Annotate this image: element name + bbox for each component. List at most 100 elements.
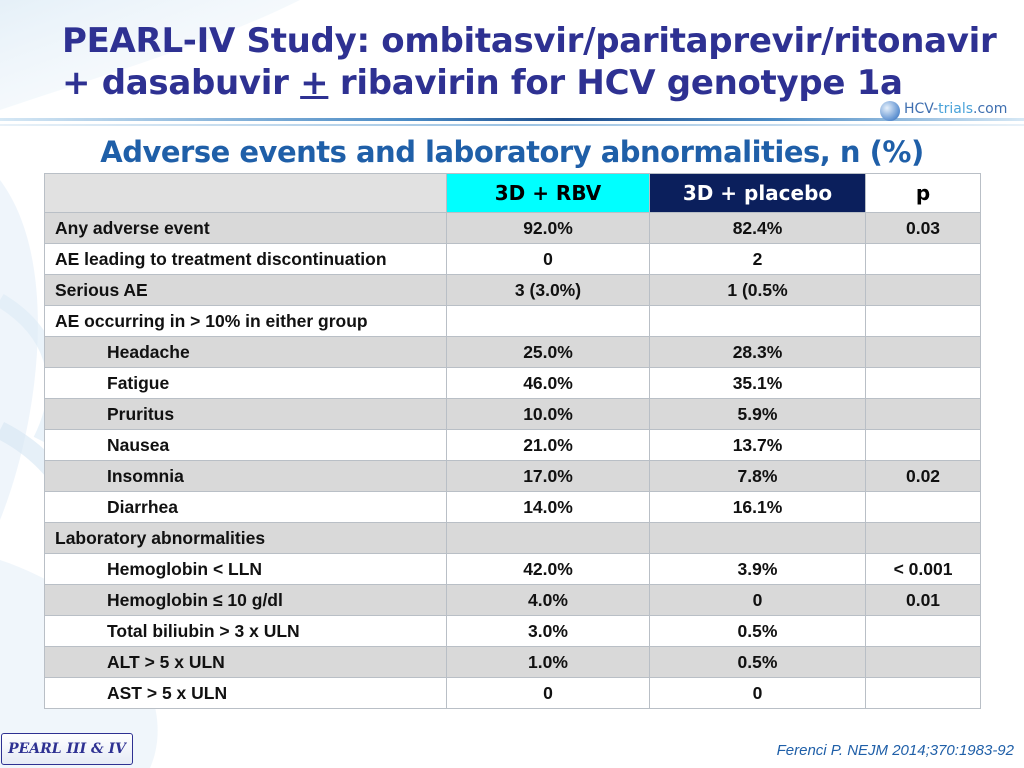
row-label: Nausea bbox=[44, 429, 447, 461]
slide-title: PEARL-IV Study: ombitasvir/paritaprevir/… bbox=[62, 20, 1002, 104]
table-row: Serious AE 3 (3.0%) 1 (0.5% bbox=[44, 274, 981, 306]
row-label: ALT > 5 x ULN bbox=[44, 646, 447, 678]
citation: Ferenci P. NEJM 2014;370:1983-92 bbox=[776, 742, 1014, 759]
cell-3d-placebo: 35.1% bbox=[649, 367, 866, 399]
title-line2-start: + dasabuvir bbox=[62, 63, 301, 103]
row-label: Laboratory abnormalities bbox=[44, 522, 447, 554]
row-label: AST > 5 x ULN bbox=[44, 677, 447, 709]
cell-p-value bbox=[865, 646, 981, 678]
row-label: Total biliubin > 3 x ULN bbox=[44, 615, 447, 647]
table-row: Hemoglobin ≤ 10 g/dl 4.0% 0 0.01 bbox=[44, 584, 981, 616]
cell-3d-rbv: 0 bbox=[446, 243, 650, 275]
table-row: AE occurring in > 10% in either group bbox=[44, 305, 981, 337]
cell-3d-rbv: 17.0% bbox=[446, 460, 650, 492]
cell-3d-placebo: 82.4% bbox=[649, 212, 866, 244]
table-row: Laboratory abnormalities bbox=[44, 522, 981, 554]
logo-text: HCV-trials.com bbox=[904, 101, 1008, 117]
cell-3d-placebo bbox=[649, 522, 866, 554]
table-row: Fatigue 46.0% 35.1% bbox=[44, 367, 981, 399]
row-label: Any adverse event bbox=[44, 212, 447, 244]
cell-p-value bbox=[865, 522, 981, 554]
cell-3d-placebo: 28.3% bbox=[649, 336, 866, 368]
row-label: Hemoglobin ≤ 10 g/dl bbox=[44, 584, 447, 616]
table-row: Pruritus 10.0% 5.9% bbox=[44, 398, 981, 430]
cell-3d-rbv: 4.0% bbox=[446, 584, 650, 616]
cell-3d-rbv: 3.0% bbox=[446, 615, 650, 647]
cell-p-value bbox=[865, 615, 981, 647]
divider-line-bottom bbox=[0, 124, 1024, 126]
cell-p-value: 0.02 bbox=[865, 460, 981, 492]
cell-p-value bbox=[865, 305, 981, 337]
cell-3d-placebo: 5.9% bbox=[649, 398, 866, 430]
cell-3d-rbv: 46.0% bbox=[446, 367, 650, 399]
cell-3d-rbv: 10.0% bbox=[446, 398, 650, 430]
table-row: Insomnia 17.0% 7.8% 0.02 bbox=[44, 460, 981, 492]
adverse-events-table: 3D + RBV 3D + placebo p Any adverse even… bbox=[44, 173, 981, 709]
cell-3d-placebo: 0.5% bbox=[649, 615, 866, 647]
cell-p-value bbox=[865, 429, 981, 461]
cell-p-value: 0.03 bbox=[865, 212, 981, 244]
cell-3d-rbv: 21.0% bbox=[446, 429, 650, 461]
table-row: ALT > 5 x ULN 1.0% 0.5% bbox=[44, 646, 981, 678]
cell-p-value: 0.01 bbox=[865, 584, 981, 616]
row-label: Pruritus bbox=[44, 398, 447, 430]
cell-3d-rbv: 0 bbox=[446, 677, 650, 709]
table-row: Headache 25.0% 28.3% bbox=[44, 336, 981, 368]
cell-3d-rbv bbox=[446, 522, 650, 554]
row-label: Hemoglobin < LLN bbox=[44, 553, 447, 585]
cell-3d-rbv: 92.0% bbox=[446, 212, 650, 244]
cell-3d-placebo: 0 bbox=[649, 584, 866, 616]
cell-p-value bbox=[865, 336, 981, 368]
cell-3d-rbv: 3 (3.0%) bbox=[446, 274, 650, 306]
header-3d-rbv: 3D + RBV bbox=[446, 173, 650, 213]
cell-p-value bbox=[865, 274, 981, 306]
header-p-value: p bbox=[865, 173, 981, 213]
table-row: AST > 5 x ULN 0 0 bbox=[44, 677, 981, 709]
table-row: Nausea 21.0% 13.7% bbox=[44, 429, 981, 461]
table-row: Hemoglobin < LLN 42.0% 3.9% < 0.001 bbox=[44, 553, 981, 585]
cell-3d-placebo: 0 bbox=[649, 677, 866, 709]
cell-p-value bbox=[865, 367, 981, 399]
cell-p-value bbox=[865, 491, 981, 523]
cell-3d-rbv bbox=[446, 305, 650, 337]
row-label: Insomnia bbox=[44, 460, 447, 492]
header-empty-cell bbox=[44, 173, 447, 213]
header-divider bbox=[0, 118, 1024, 130]
study-badge: PEARL III & IV bbox=[1, 733, 133, 765]
table-header-row: 3D + RBV 3D + placebo p bbox=[44, 173, 981, 213]
row-label: Headache bbox=[44, 336, 447, 368]
cell-3d-placebo: 2 bbox=[649, 243, 866, 275]
title-line2-end: ribavirin for HCV genotype 1a bbox=[328, 63, 903, 103]
row-label: Diarrhea bbox=[44, 491, 447, 523]
cell-p-value: < 0.001 bbox=[865, 553, 981, 585]
cell-3d-rbv: 42.0% bbox=[446, 553, 650, 585]
title-line1: PEARL-IV Study: ombitasvir/paritaprevir/… bbox=[62, 21, 997, 61]
table-row: Total biliubin > 3 x ULN 3.0% 0.5% bbox=[44, 615, 981, 647]
row-label: Serious AE bbox=[44, 274, 447, 306]
table-caption: Adverse events and laboratory abnormalit… bbox=[100, 135, 924, 169]
cell-3d-rbv: 1.0% bbox=[446, 646, 650, 678]
cell-3d-rbv: 25.0% bbox=[446, 336, 650, 368]
hcv-trials-logo: HCV-trials.com bbox=[880, 98, 1020, 124]
row-label: Fatigue bbox=[44, 367, 447, 399]
cell-3d-placebo bbox=[649, 305, 866, 337]
cell-p-value bbox=[865, 677, 981, 709]
cell-3d-placebo: 3.9% bbox=[649, 553, 866, 585]
header-3d-placebo: 3D + placebo bbox=[649, 173, 866, 213]
cell-3d-placebo: 1 (0.5% bbox=[649, 274, 866, 306]
table-row: AE leading to treatment discontinuation 0… bbox=[44, 243, 981, 275]
table-row: Diarrhea 14.0% 16.1% bbox=[44, 491, 981, 523]
cell-p-value bbox=[865, 243, 981, 275]
cell-3d-placebo: 13.7% bbox=[649, 429, 866, 461]
cell-3d-placebo: 0.5% bbox=[649, 646, 866, 678]
cell-p-value bbox=[865, 398, 981, 430]
cell-3d-placebo: 7.8% bbox=[649, 460, 866, 492]
logo-globe-icon bbox=[880, 101, 900, 121]
cell-3d-placebo: 16.1% bbox=[649, 491, 866, 523]
table-row: Any adverse event 92.0% 82.4% 0.03 bbox=[44, 212, 981, 244]
row-label: AE occurring in > 10% in either group bbox=[44, 305, 447, 337]
row-label: AE leading to treatment discontinuation bbox=[44, 243, 447, 275]
divider-line-top bbox=[0, 118, 1024, 121]
plus-minus-symbol: + bbox=[300, 63, 329, 103]
cell-3d-rbv: 14.0% bbox=[446, 491, 650, 523]
